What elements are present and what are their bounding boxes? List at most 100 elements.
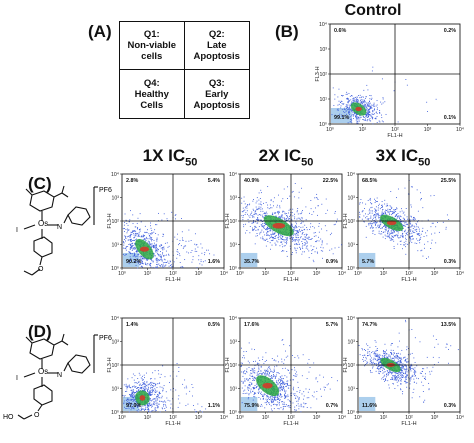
event-dot bbox=[407, 369, 409, 371]
event-dot bbox=[367, 199, 369, 201]
event-dot bbox=[363, 356, 364, 358]
event-dot bbox=[355, 100, 357, 102]
event-dot bbox=[365, 203, 367, 205]
event-dot bbox=[355, 101, 357, 103]
event-dot bbox=[291, 219, 293, 221]
event-dot bbox=[295, 371, 297, 373]
event-dot bbox=[139, 235, 140, 237]
event-dot bbox=[382, 365, 383, 367]
event-dot bbox=[399, 340, 400, 342]
event-dot bbox=[308, 250, 310, 252]
event-dot bbox=[155, 243, 157, 245]
event-dot bbox=[270, 370, 272, 372]
event-dot bbox=[142, 235, 144, 237]
event-dot bbox=[150, 378, 152, 379]
event-dot bbox=[273, 370, 275, 371]
event-dot bbox=[248, 387, 250, 389]
event-dot bbox=[411, 375, 413, 377]
x-tick-label: 10¹ bbox=[262, 415, 270, 421]
event-dot bbox=[389, 209, 391, 210]
event-dot bbox=[272, 404, 274, 406]
event-dot bbox=[405, 246, 407, 248]
event-dot bbox=[285, 386, 287, 388]
event-dot bbox=[130, 252, 132, 254]
event-dot bbox=[313, 261, 315, 263]
event-dot bbox=[277, 401, 279, 403]
event-dot bbox=[315, 378, 317, 380]
event-dot bbox=[136, 251, 138, 253]
event-dot bbox=[142, 382, 144, 384]
event-dot bbox=[420, 238, 421, 240]
event-dot bbox=[381, 114, 382, 116]
event-dot bbox=[263, 394, 265, 396]
event-dot bbox=[332, 87, 334, 89]
event-dot bbox=[271, 410, 273, 412]
event-dot bbox=[265, 211, 267, 213]
event-dot bbox=[137, 405, 139, 407]
event-dot bbox=[173, 388, 174, 389]
event-dot bbox=[277, 395, 279, 397]
event-dot bbox=[252, 369, 254, 371]
event-dot bbox=[272, 231, 274, 233]
event-dot bbox=[343, 107, 345, 109]
event-dot bbox=[398, 380, 400, 382]
event-dot bbox=[409, 219, 410, 221]
event-dot bbox=[369, 107, 371, 109]
event-dot bbox=[306, 242, 308, 244]
event-dot bbox=[262, 210, 264, 212]
event-dot bbox=[262, 356, 264, 358]
svg-text:N: N bbox=[57, 372, 62, 379]
event-dot bbox=[132, 392, 133, 394]
event-dot bbox=[405, 235, 407, 237]
event-dot bbox=[154, 410, 156, 412]
event-dot bbox=[379, 112, 381, 114]
event-dot bbox=[131, 392, 133, 394]
event-dot bbox=[356, 100, 358, 102]
event-dot bbox=[379, 111, 380, 113]
event-dot bbox=[241, 347, 242, 349]
event-dot bbox=[134, 386, 136, 388]
event-dot bbox=[445, 226, 447, 228]
event-dot bbox=[134, 236, 136, 238]
event-dot bbox=[383, 352, 385, 354]
event-dot bbox=[195, 244, 197, 246]
event-dot bbox=[334, 98, 336, 100]
event-dot bbox=[242, 219, 244, 221]
event-dot bbox=[382, 231, 384, 233]
event-dot bbox=[375, 209, 377, 211]
event-dot bbox=[391, 235, 393, 237]
event-dot bbox=[131, 394, 132, 396]
event-dot bbox=[170, 389, 172, 391]
event-dot bbox=[291, 224, 293, 225]
event-dot bbox=[174, 214, 176, 216]
event-dot bbox=[259, 232, 261, 234]
event-dot bbox=[256, 386, 258, 388]
x-tick-label: 10¹ bbox=[380, 271, 388, 277]
event-dot bbox=[296, 230, 298, 232]
event-dot bbox=[291, 392, 293, 394]
event-dot bbox=[178, 244, 179, 246]
event-dot bbox=[386, 357, 388, 359]
event-dot bbox=[276, 240, 278, 242]
event-dot bbox=[410, 186, 412, 188]
event-dot bbox=[338, 88, 340, 90]
event-dot bbox=[422, 207, 424, 209]
event-dot bbox=[278, 373, 280, 374]
event-dot bbox=[274, 212, 276, 214]
event-dot bbox=[406, 365, 407, 367]
event-dot bbox=[244, 380, 246, 382]
event-dot bbox=[260, 231, 262, 233]
event-dot bbox=[304, 228, 306, 230]
event-dot bbox=[378, 232, 380, 234]
event-dot bbox=[173, 265, 174, 267]
event-dot bbox=[258, 363, 260, 365]
event-dot bbox=[128, 402, 130, 404]
event-dot bbox=[403, 367, 404, 369]
event-dot bbox=[149, 398, 151, 400]
event-dot bbox=[158, 373, 160, 375]
event-dot bbox=[260, 366, 262, 368]
event-dot bbox=[390, 378, 392, 380]
event-dot bbox=[407, 374, 408, 376]
event-dot bbox=[407, 230, 409, 232]
event-dot bbox=[364, 106, 365, 108]
